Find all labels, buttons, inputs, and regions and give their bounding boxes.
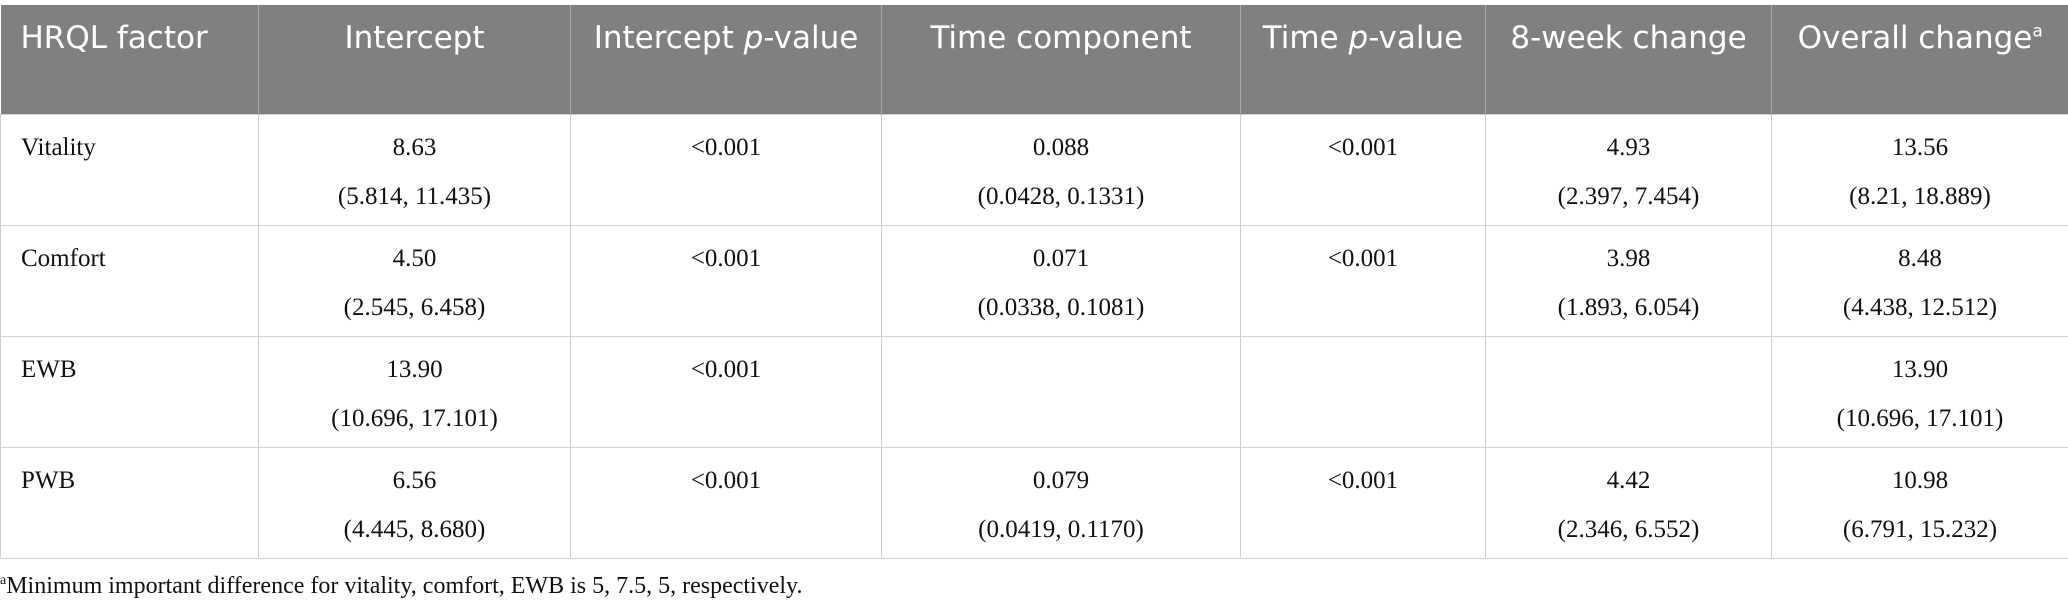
estimate: 0.088	[1032, 133, 1090, 161]
estimate: 8.48	[1898, 244, 1942, 272]
footnote: aMinimum important difference for vitali…	[0, 573, 802, 600]
confidence-interval: (1.893, 6.054)	[1557, 293, 1700, 321]
table-cell: 8.48 (4.438, 12.512)	[1771, 224, 2068, 337]
estimate: 3.98	[1606, 244, 1651, 272]
table-cell: <0.001	[570, 224, 882, 337]
table-row: Comfort 4.50 (2.545, 6.458) <0.001 0.071 (0.0…	[0, 224, 2068, 337]
table-row: EWB 13.90 (10.696, 17.101) <0.001 13.90 (10.6…	[0, 335, 2068, 448]
header-text: p	[1348, 20, 1369, 56]
table-cell: 0.088 (0.0428, 0.1331)	[881, 113, 1241, 226]
confidence-interval: (6.791, 15.232)	[1842, 515, 1998, 543]
table-cell: 0.079 (0.0419, 0.1170)	[881, 446, 1241, 559]
table-cell: 4.93 (2.397, 7.454)	[1485, 113, 1772, 226]
cell-text: <0.001	[690, 244, 762, 272]
column-header: Intercept	[258, 5, 571, 114]
table-cell: 13.56 (8.21, 18.889)	[1771, 113, 2068, 226]
cell-text: <0.001	[1327, 466, 1399, 494]
row-label: EWB	[0, 335, 259, 448]
estimate: 13.56	[1891, 133, 1949, 161]
table-header: HRQL factor Intercept Intercept p-value Tim…	[0, 5, 2068, 114]
confidence-interval: (2.346, 6.552)	[1557, 515, 1700, 543]
header-text: Intercept	[593, 20, 744, 56]
table-cell: 10.98 (6.791, 15.232)	[1771, 446, 2068, 559]
confidence-interval: (0.0419, 0.1170)	[978, 515, 1144, 543]
column-header: 8-week change	[1485, 5, 1772, 114]
header-text: -value	[763, 20, 859, 56]
table-cell: <0.001	[570, 335, 882, 448]
table-cell	[1240, 335, 1486, 448]
table-cell: 3.98 (1.893, 6.054)	[1485, 224, 1772, 337]
row-label: PWB	[0, 446, 259, 559]
column-header: HRQL factor	[0, 5, 259, 114]
header-row: HRQL factor Intercept Intercept p-value Tim…	[0, 5, 2068, 114]
cell-text: <0.001	[1327, 244, 1399, 272]
estimate: 4.93	[1606, 133, 1651, 161]
table-cell: <0.001	[570, 446, 882, 559]
table-body: Vitality 8.63 (5.814, 11.435) <0.001 0.088 (0…	[0, 113, 2068, 559]
table-cell: <0.001	[570, 113, 882, 226]
header-text: p	[743, 20, 764, 56]
estimate: 13.90	[386, 355, 443, 383]
column-header: Time p-value	[1240, 5, 1486, 114]
table-cell: 8.63 (5.814, 11.435)	[258, 113, 571, 226]
table-cell: 4.50 (2.545, 6.458)	[258, 224, 571, 337]
confidence-interval: (5.814, 11.435)	[337, 182, 492, 210]
column-header: Time component	[881, 5, 1241, 114]
table-cell: 6.56 (4.445, 8.680)	[258, 446, 571, 559]
cell-text: Vitality	[21, 133, 96, 161]
cell-text: <0.001	[690, 355, 762, 383]
cell-text: EWB	[21, 355, 77, 383]
estimate: 13.90	[1891, 355, 1949, 383]
table-cell: 4.42 (2.346, 6.552)	[1485, 446, 1772, 559]
header-text: 8-week change	[1510, 20, 1747, 56]
table-cell: <0.001	[1240, 224, 1486, 337]
header-text: Overall change	[1797, 20, 2033, 56]
confidence-interval: (2.545, 6.458)	[343, 293, 486, 321]
cell-text: <0.001	[1327, 133, 1399, 161]
estimate: 0.071	[1032, 244, 1090, 272]
header-text: HRQL factor	[20, 20, 208, 56]
confidence-interval: (10.696, 17.101)	[331, 404, 498, 432]
estimate: 4.42	[1606, 466, 1651, 494]
table-row: PWB 6.56 (4.445, 8.680) <0.001 0.079 (0.0419,…	[0, 446, 2068, 559]
row-label: Vitality	[0, 113, 259, 226]
header-text: a	[2032, 21, 2043, 42]
header-text: -value	[1368, 20, 1464, 56]
table-cell	[881, 335, 1241, 448]
table-row: Vitality 8.63 (5.814, 11.435) <0.001 0.088 (0…	[0, 113, 2068, 226]
header-text: Time component	[930, 20, 1192, 56]
footnote-text: Minimum important difference for vitalit…	[6, 573, 803, 599]
cell-text: <0.001	[690, 466, 762, 494]
confidence-interval: (10.696, 17.101)	[1836, 404, 2004, 432]
results-table: HRQL factor Intercept Intercept p-value Tim…	[0, 5, 2068, 559]
table-cell: 13.90 (10.696, 17.101)	[258, 335, 571, 448]
confidence-interval: (0.0338, 0.1081)	[977, 293, 1145, 321]
table-cell: 13.90 (10.696, 17.101)	[1771, 335, 2068, 448]
confidence-interval: (0.0428, 0.1331)	[977, 182, 1145, 210]
table-cell: <0.001	[1240, 446, 1486, 559]
table-cell	[1485, 335, 1772, 448]
estimate: 0.079	[1032, 466, 1090, 494]
header-text: Time	[1262, 20, 1349, 56]
cell-text: <0.001	[690, 133, 762, 161]
row-label: Comfort	[0, 224, 259, 337]
cell-text: PWB	[21, 466, 76, 494]
cell-text: Comfort	[21, 244, 106, 272]
estimate: 8.63	[392, 133, 437, 161]
estimate: 10.98	[1891, 466, 1949, 494]
confidence-interval: (2.397, 7.454)	[1557, 182, 1700, 210]
footnote-marker: a	[0, 573, 7, 588]
table-cell: 0.071 (0.0338, 0.1081)	[881, 224, 1241, 337]
column-header: Overall changea	[1771, 5, 2068, 114]
header-text: Intercept	[344, 20, 485, 56]
confidence-interval: (4.445, 8.680)	[343, 515, 486, 543]
estimate: 4.50	[392, 244, 437, 272]
estimate: 6.56	[392, 466, 437, 494]
column-header: Intercept p-value	[570, 5, 882, 114]
confidence-interval: (8.21, 18.889)	[1849, 182, 1991, 210]
confidence-interval: (4.438, 12.512)	[1842, 293, 1998, 321]
table-cell: <0.001	[1240, 113, 1486, 226]
